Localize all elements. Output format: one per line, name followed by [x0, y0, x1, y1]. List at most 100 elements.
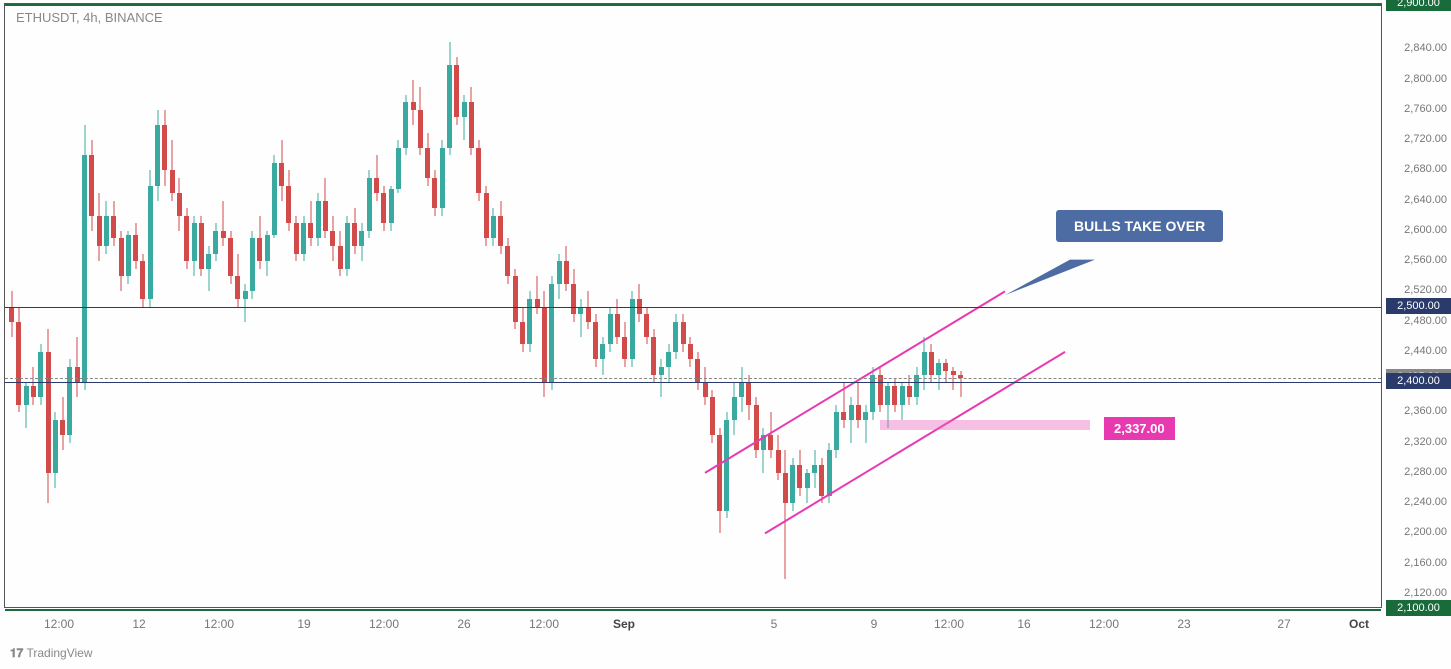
candle[interactable] — [717, 4, 722, 607]
candle[interactable] — [111, 4, 116, 607]
candle[interactable] — [338, 4, 343, 607]
horizontal-line[interactable] — [5, 609, 1381, 611]
candle[interactable] — [644, 4, 649, 607]
candle[interactable] — [600, 4, 605, 607]
candle[interactable] — [89, 4, 94, 607]
candle[interactable] — [286, 4, 291, 607]
candle[interactable] — [279, 4, 284, 607]
candle[interactable] — [892, 4, 897, 607]
candle[interactable] — [849, 4, 854, 607]
candle[interactable] — [389, 4, 394, 607]
candle[interactable] — [732, 4, 737, 607]
candle[interactable] — [301, 4, 306, 607]
candle[interactable] — [746, 4, 751, 607]
candle[interactable] — [659, 4, 664, 607]
candle[interactable] — [535, 4, 540, 607]
candle[interactable] — [235, 4, 240, 607]
candle[interactable] — [411, 4, 416, 607]
candle[interactable] — [221, 4, 226, 607]
candle[interactable] — [695, 4, 700, 607]
candle[interactable] — [250, 4, 255, 607]
candle[interactable] — [608, 4, 613, 607]
candle[interactable] — [703, 4, 708, 607]
candle[interactable] — [359, 4, 364, 607]
candle[interactable] — [557, 4, 562, 607]
candle[interactable] — [316, 4, 321, 607]
candle[interactable] — [615, 4, 620, 607]
candle[interactable] — [454, 4, 459, 607]
horizontal-line[interactable] — [5, 4, 1381, 6]
candle[interactable] — [958, 4, 963, 607]
candle[interactable] — [870, 4, 875, 607]
candle[interactable] — [856, 4, 861, 607]
candle[interactable] — [46, 4, 51, 607]
candle[interactable] — [170, 4, 175, 607]
candle[interactable] — [520, 4, 525, 607]
candle[interactable] — [498, 4, 503, 607]
candle[interactable] — [38, 4, 43, 607]
candle[interactable] — [841, 4, 846, 607]
candle[interactable] — [396, 4, 401, 607]
candle[interactable] — [900, 4, 905, 607]
candle[interactable] — [527, 4, 532, 607]
candle[interactable] — [936, 4, 941, 607]
candle[interactable] — [622, 4, 627, 607]
candle[interactable] — [586, 4, 591, 607]
candle[interactable] — [67, 4, 72, 607]
candle[interactable] — [739, 4, 744, 607]
candle[interactable] — [381, 4, 386, 607]
candle[interactable] — [673, 4, 678, 607]
candle[interactable] — [593, 4, 598, 607]
candle[interactable] — [462, 4, 467, 607]
candle[interactable] — [754, 4, 759, 607]
candle[interactable] — [505, 4, 510, 607]
candle[interactable] — [578, 4, 583, 607]
candle[interactable] — [885, 4, 890, 607]
candle[interactable] — [651, 4, 656, 607]
candle[interactable] — [914, 4, 919, 607]
candle[interactable] — [126, 4, 131, 607]
candle[interactable] — [192, 4, 197, 607]
candle[interactable] — [403, 4, 408, 607]
candle[interactable] — [484, 4, 489, 607]
candle[interactable] — [513, 4, 518, 607]
candle[interactable] — [24, 4, 29, 607]
candle[interactable] — [213, 4, 218, 607]
candle[interactable] — [724, 4, 729, 607]
chart-plot-area[interactable] — [4, 3, 1382, 608]
candle[interactable] — [827, 4, 832, 607]
candle[interactable] — [228, 4, 233, 607]
candle[interactable] — [783, 4, 788, 607]
candle[interactable] — [943, 4, 948, 607]
candle[interactable] — [257, 4, 262, 607]
candle[interactable] — [476, 4, 481, 607]
candle[interactable] — [637, 4, 642, 607]
candle[interactable] — [951, 4, 956, 607]
candle[interactable] — [863, 4, 868, 607]
candle[interactable] — [243, 4, 248, 607]
candle[interactable] — [768, 4, 773, 607]
candle[interactable] — [418, 4, 423, 607]
candle[interactable] — [119, 4, 124, 607]
support-zone[interactable] — [880, 420, 1090, 430]
callout-bulls[interactable]: BULLS TAKE OVER — [1056, 210, 1223, 242]
candle[interactable] — [60, 4, 65, 607]
candle[interactable] — [31, 4, 36, 607]
candle[interactable] — [491, 4, 496, 607]
candle[interactable] — [53, 4, 58, 607]
candle[interactable] — [571, 4, 576, 607]
candle[interactable] — [323, 4, 328, 607]
candle[interactable] — [542, 4, 547, 607]
candle[interactable] — [797, 4, 802, 607]
candle[interactable] — [425, 4, 430, 607]
candle[interactable] — [440, 4, 445, 607]
candle[interactable] — [805, 4, 810, 607]
candle[interactable] — [929, 4, 934, 607]
candle[interactable] — [199, 4, 204, 607]
candle[interactable] — [776, 4, 781, 607]
candle[interactable] — [272, 4, 277, 607]
candle[interactable] — [564, 4, 569, 607]
candle[interactable] — [790, 4, 795, 607]
candle[interactable] — [374, 4, 379, 607]
candle[interactable] — [82, 4, 87, 607]
